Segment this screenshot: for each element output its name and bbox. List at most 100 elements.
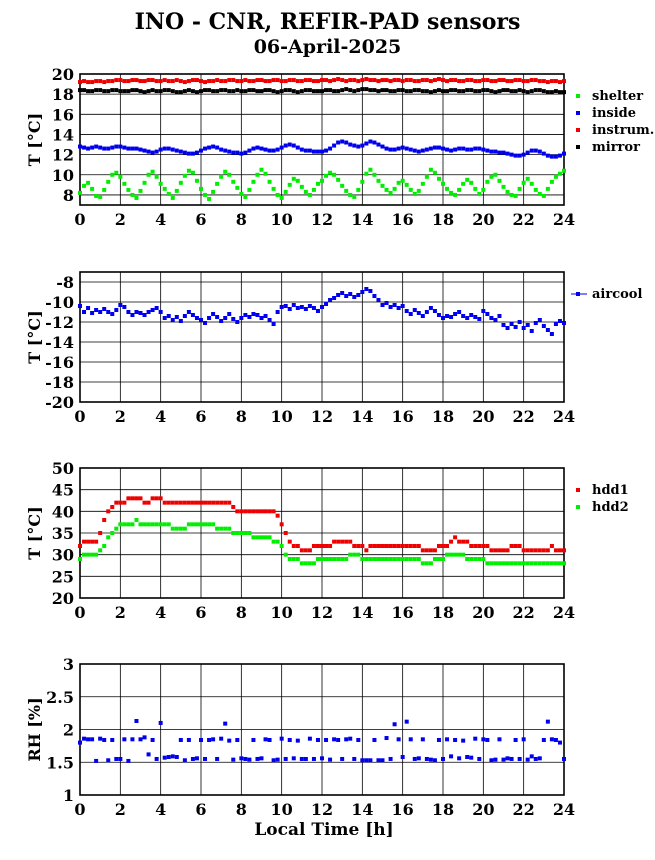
data-point bbox=[90, 737, 95, 742]
y-tick-label: 45 bbox=[52, 481, 74, 500]
data-point bbox=[138, 147, 143, 152]
x-tick-label: 2 bbox=[115, 800, 126, 819]
data-point bbox=[432, 145, 437, 150]
legend-item: hdd2 bbox=[576, 500, 629, 515]
data-point bbox=[303, 548, 308, 553]
data-point bbox=[110, 88, 115, 93]
data-point bbox=[541, 193, 546, 198]
data-point bbox=[146, 522, 151, 527]
data-point bbox=[247, 757, 252, 762]
data-point bbox=[114, 526, 119, 531]
data-point bbox=[465, 755, 470, 760]
data-point bbox=[94, 193, 99, 198]
data-point bbox=[239, 756, 244, 761]
data-point bbox=[170, 79, 175, 84]
data-point bbox=[324, 544, 329, 548]
data-point bbox=[207, 88, 212, 93]
data-point bbox=[138, 737, 143, 742]
data-point bbox=[376, 758, 381, 763]
data-point bbox=[223, 169, 228, 174]
data-point bbox=[275, 192, 280, 197]
data-point bbox=[283, 189, 288, 194]
data-point bbox=[90, 89, 95, 94]
data-point bbox=[279, 195, 284, 200]
data-point bbox=[541, 737, 546, 742]
data-point bbox=[247, 531, 252, 535]
data-point bbox=[130, 313, 135, 317]
data-point bbox=[428, 79, 433, 84]
data-point bbox=[255, 172, 260, 177]
data-point bbox=[388, 147, 393, 152]
data-point bbox=[263, 147, 268, 152]
data-point bbox=[392, 186, 397, 191]
data-point bbox=[336, 140, 341, 145]
data-point bbox=[211, 89, 216, 94]
data-point bbox=[102, 307, 107, 311]
data-point bbox=[134, 195, 139, 200]
data-point bbox=[562, 321, 566, 325]
data-point bbox=[352, 143, 357, 148]
x-tick-label: 22 bbox=[513, 800, 535, 819]
data-point bbox=[360, 758, 365, 763]
data-point bbox=[469, 313, 474, 317]
data-point bbox=[416, 557, 421, 561]
data-point bbox=[513, 325, 518, 329]
data-point bbox=[122, 79, 127, 84]
data-point bbox=[235, 320, 240, 324]
data-point bbox=[231, 78, 236, 83]
series-mirror bbox=[78, 87, 566, 95]
data-point bbox=[328, 757, 333, 762]
data-point bbox=[453, 535, 458, 540]
y-tick-label: 8 bbox=[63, 186, 74, 205]
data-point bbox=[352, 544, 357, 548]
data-point bbox=[340, 756, 345, 761]
data-point bbox=[227, 89, 232, 94]
data-point bbox=[461, 146, 466, 151]
data-point bbox=[481, 187, 486, 192]
data-point bbox=[469, 88, 474, 93]
data-point bbox=[392, 303, 397, 307]
data-point bbox=[562, 756, 566, 761]
data-point bbox=[86, 539, 91, 544]
y-tick-label: 20 bbox=[52, 65, 74, 84]
data-point bbox=[315, 544, 320, 548]
data-point bbox=[404, 309, 409, 313]
data-point bbox=[170, 318, 175, 322]
data-point bbox=[449, 88, 454, 93]
data-point bbox=[404, 78, 409, 83]
data-point bbox=[307, 148, 312, 153]
y-tick-label: -20 bbox=[45, 393, 74, 412]
data-point bbox=[557, 153, 562, 158]
data-point bbox=[533, 88, 538, 93]
data-point bbox=[445, 552, 450, 557]
data-point bbox=[279, 544, 284, 548]
data-point bbox=[162, 316, 167, 320]
data-point bbox=[529, 181, 534, 186]
data-point bbox=[215, 181, 220, 186]
data-point bbox=[138, 89, 143, 94]
x-tick-label: 6 bbox=[195, 407, 206, 426]
data-point bbox=[457, 146, 462, 151]
data-point bbox=[315, 737, 320, 742]
data-point bbox=[279, 89, 284, 94]
data-point bbox=[182, 173, 187, 178]
data-point bbox=[114, 308, 119, 312]
data-point bbox=[557, 548, 562, 553]
data-point bbox=[150, 150, 155, 155]
data-point bbox=[94, 308, 99, 312]
data-point bbox=[267, 318, 272, 322]
data-point bbox=[263, 171, 268, 176]
data-point bbox=[521, 548, 526, 553]
data-point bbox=[428, 561, 433, 566]
data-point bbox=[541, 324, 546, 328]
data-point bbox=[199, 737, 203, 742]
data-point bbox=[533, 187, 538, 192]
x-tick-label: 20 bbox=[472, 210, 494, 229]
data-point bbox=[432, 78, 437, 83]
data-point bbox=[557, 740, 562, 745]
data-point bbox=[412, 148, 417, 153]
data-point bbox=[194, 150, 199, 155]
data-point bbox=[493, 79, 498, 84]
data-point bbox=[86, 737, 91, 742]
data-point bbox=[545, 328, 550, 332]
